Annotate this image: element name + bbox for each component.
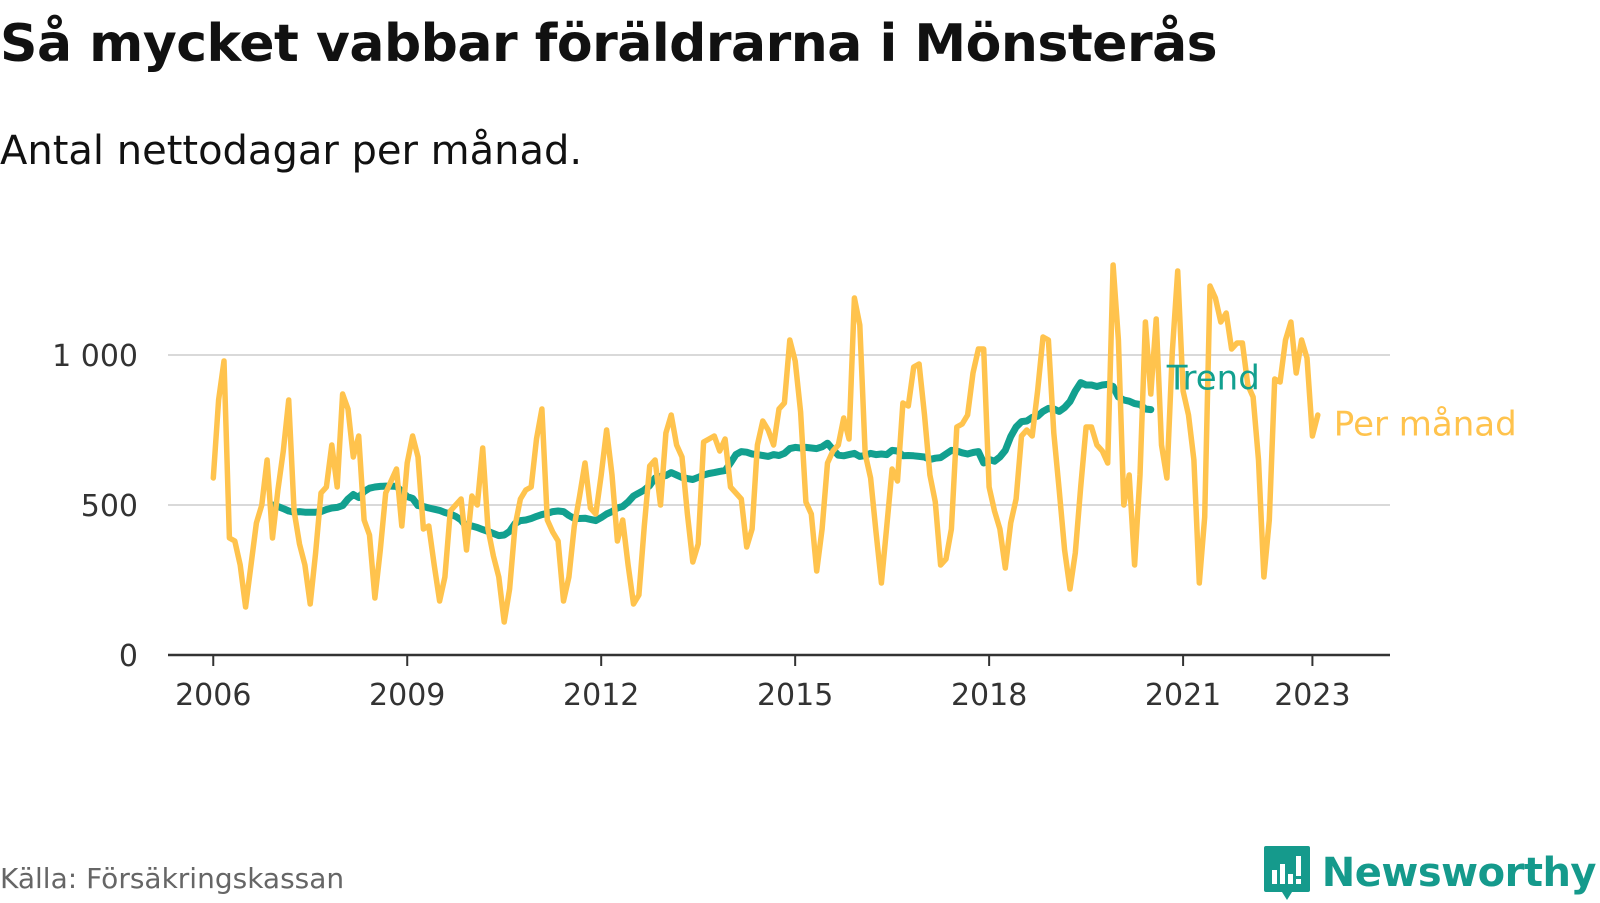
chart-title: Så mycket vabbar föräldrarna i Mönsterås bbox=[0, 14, 1218, 74]
x-tick-label: 2018 bbox=[951, 678, 1027, 713]
brand-name: Newsworthy bbox=[1321, 850, 1597, 896]
x-tick-label: 2021 bbox=[1145, 678, 1221, 713]
legend-label-trend: Trend bbox=[1166, 359, 1260, 399]
brand-logo: Newsworthy bbox=[1262, 843, 1597, 903]
x-tick-label: 2023 bbox=[1274, 678, 1350, 713]
x-tick-label: 2009 bbox=[369, 678, 445, 713]
y-tick-label: 1 000 bbox=[52, 339, 138, 374]
x-tick-label: 2006 bbox=[175, 678, 251, 713]
x-tick-label: 2015 bbox=[757, 678, 833, 713]
line-chart: 0 500 1 000 2006 2009 2012 2015 2018 2021 2023 Per… bbox=[52, 262, 1517, 713]
y-tick-label: 500 bbox=[81, 489, 138, 524]
source-note: Källa: Försäkringskassan bbox=[0, 862, 345, 895]
y-tick-label: 0 bbox=[119, 639, 138, 674]
monthly-series-line bbox=[210, 262, 1321, 625]
chart-subtitle: Antal nettodagar per månad. bbox=[0, 128, 583, 174]
x-tick-label: 2012 bbox=[563, 678, 639, 713]
newsworthy-logo-icon bbox=[1263, 846, 1310, 900]
legend-label-monthly: Per månad bbox=[1334, 405, 1517, 445]
